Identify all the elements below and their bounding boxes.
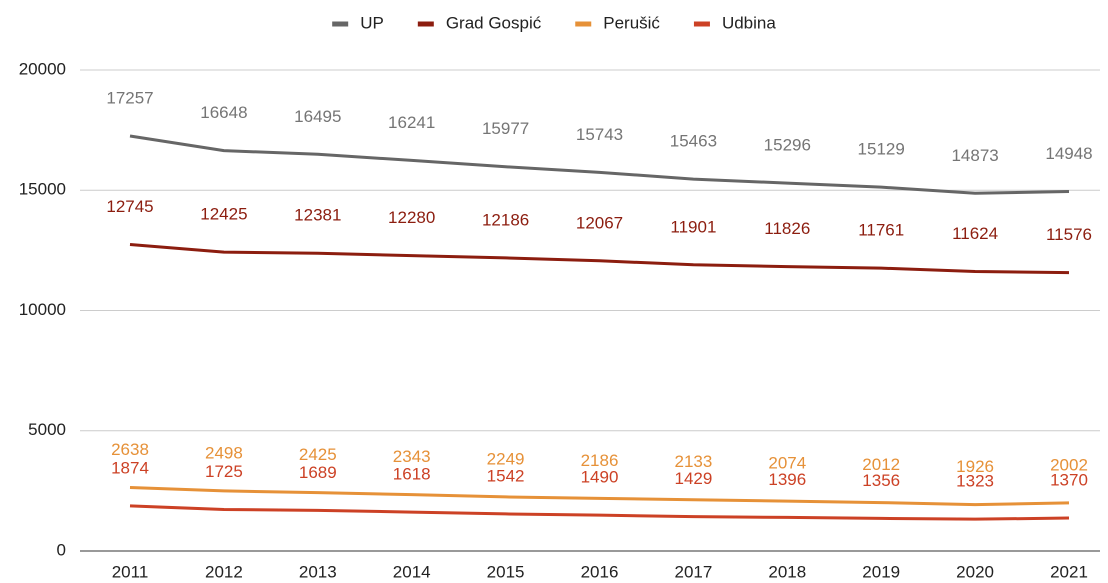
- data-label: 12745: [106, 197, 153, 216]
- x-tick-label: 2019: [862, 562, 900, 581]
- data-label: 1370: [1050, 471, 1088, 490]
- data-label: 12425: [200, 205, 247, 224]
- data-label: 2498: [205, 443, 243, 462]
- data-label: 14873: [951, 146, 998, 165]
- series-line: [129, 242, 1070, 275]
- legend-label: Udbina: [722, 13, 776, 32]
- x-tick-label: 2011: [112, 562, 149, 581]
- x-tick-label: 2021: [1050, 562, 1088, 581]
- data-label: 2249: [487, 449, 525, 468]
- data-label: 15977: [482, 119, 529, 138]
- data-label: 1725: [205, 462, 243, 481]
- data-label: 15743: [576, 125, 623, 144]
- data-label: 12280: [388, 208, 435, 227]
- data-label: 2133: [674, 452, 712, 471]
- legend-label: Grad Gospić: [446, 13, 542, 32]
- x-tick-label: 2012: [205, 562, 243, 581]
- x-tick-label: 2020: [956, 562, 994, 581]
- data-label: 2186: [581, 451, 619, 470]
- y-tick-label: 5000: [28, 420, 66, 439]
- data-label: 1396: [768, 470, 806, 489]
- x-tick-label: 2013: [299, 562, 337, 581]
- data-label: 11576: [1046, 225, 1092, 244]
- series-line: [129, 504, 1070, 521]
- legend-label: UP: [360, 13, 384, 32]
- data-label: 15463: [670, 132, 717, 151]
- data-label: 1618: [393, 465, 431, 484]
- data-label: 16495: [294, 107, 341, 126]
- y-tick-label: 10000: [19, 300, 66, 319]
- data-label: 12381: [294, 206, 341, 225]
- data-label: 11624: [952, 224, 998, 243]
- data-label: 1542: [487, 466, 525, 485]
- y-tick-label: 20000: [19, 59, 66, 78]
- data-label: 1689: [299, 463, 337, 482]
- data-label: 1874: [111, 458, 149, 477]
- y-tick-label: 15000: [19, 180, 66, 199]
- x-tick-label: 2016: [581, 562, 619, 581]
- y-tick-label: 0: [57, 540, 66, 559]
- data-label: 15129: [858, 140, 905, 159]
- data-label: 1429: [674, 469, 712, 488]
- series-line: [129, 486, 1070, 507]
- data-label: 14948: [1045, 144, 1092, 163]
- data-label: 2074: [768, 454, 806, 473]
- series-line: [129, 134, 1070, 195]
- x-tick-label: 2018: [768, 562, 806, 581]
- data-label: 2425: [299, 445, 337, 464]
- data-label: 1323: [956, 472, 994, 491]
- data-label: 2638: [111, 440, 149, 459]
- x-tick-label: 2014: [393, 562, 431, 581]
- data-label: 1356: [862, 471, 900, 490]
- data-label: 17257: [106, 88, 153, 107]
- data-label: 11826: [764, 219, 810, 238]
- data-label: 12186: [482, 210, 529, 229]
- data-label: 2012: [862, 455, 900, 474]
- data-label: 15296: [764, 136, 811, 155]
- data-label: 16648: [200, 103, 247, 122]
- x-tick-label: 2017: [674, 562, 712, 581]
- data-label: 1490: [581, 468, 619, 487]
- data-label: 2343: [393, 447, 431, 466]
- legend-label: Perušić: [603, 13, 660, 32]
- data-label: 16241: [388, 113, 435, 132]
- x-tick-label: 2015: [487, 562, 525, 581]
- data-label: 11901: [670, 217, 716, 236]
- data-label: 2002: [1050, 455, 1088, 474]
- data-label: 11761: [858, 221, 904, 240]
- data-label: 1926: [956, 457, 994, 476]
- data-label: 12067: [576, 213, 623, 232]
